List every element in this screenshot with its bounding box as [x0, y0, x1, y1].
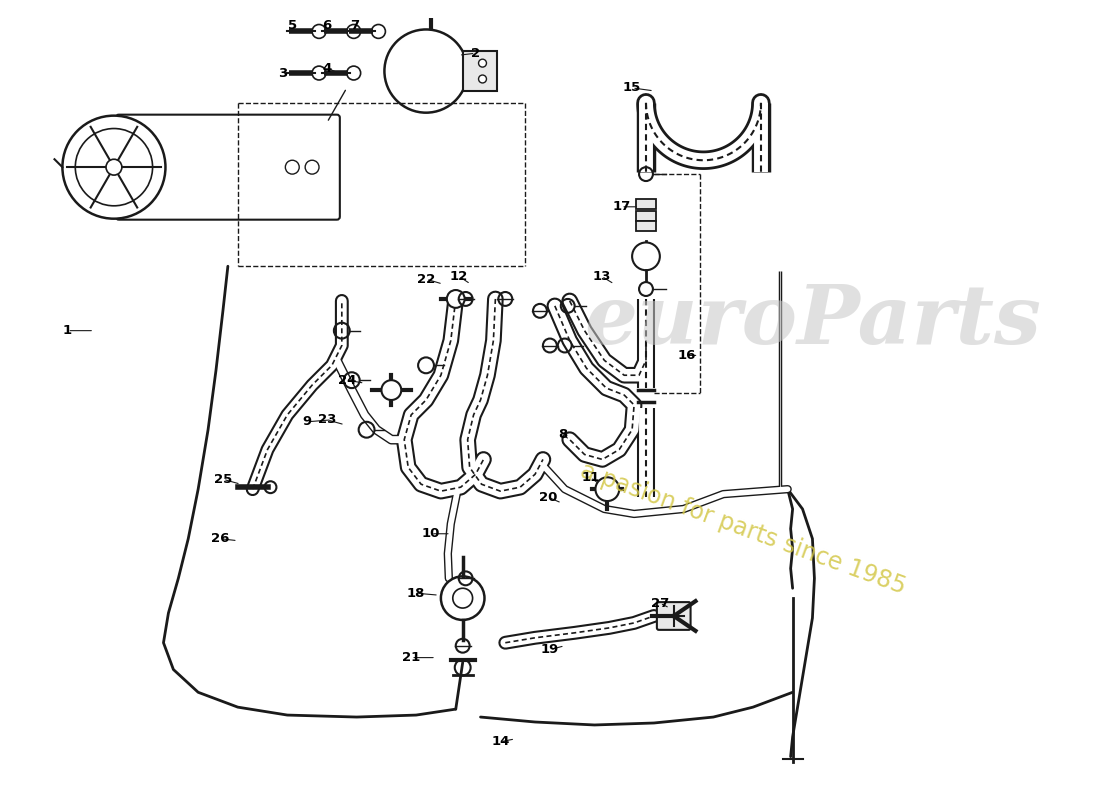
Circle shape [75, 129, 153, 206]
Text: 8: 8 [558, 428, 568, 441]
Text: 22: 22 [417, 273, 436, 286]
FancyBboxPatch shape [657, 602, 691, 630]
Text: 19: 19 [541, 643, 559, 656]
Text: 24: 24 [338, 374, 356, 386]
Text: 3: 3 [277, 66, 287, 79]
Circle shape [106, 159, 122, 175]
Text: 23: 23 [318, 414, 337, 426]
Circle shape [447, 290, 464, 308]
Circle shape [441, 576, 484, 620]
Polygon shape [463, 51, 497, 91]
Text: 9: 9 [302, 415, 311, 428]
Text: 27: 27 [651, 597, 669, 610]
Text: 2: 2 [471, 46, 480, 60]
Bar [636, 210, 656, 221]
Text: 13: 13 [592, 270, 611, 282]
Text: 15: 15 [623, 82, 641, 94]
Text: 7: 7 [350, 19, 360, 32]
Text: 5: 5 [288, 19, 297, 32]
Text: 14: 14 [492, 735, 509, 748]
FancyBboxPatch shape [116, 114, 340, 220]
Circle shape [63, 116, 165, 218]
Text: euroParts: euroParts [584, 281, 1041, 361]
Text: 21: 21 [402, 651, 420, 664]
Text: 1: 1 [63, 324, 72, 337]
Text: 6: 6 [322, 19, 331, 32]
Text: 10: 10 [421, 527, 440, 540]
Circle shape [478, 59, 486, 67]
Text: 11: 11 [582, 470, 600, 484]
Text: 18: 18 [407, 586, 426, 600]
Circle shape [632, 242, 660, 270]
Circle shape [478, 75, 486, 83]
Text: a pasion for parts since 1985: a pasion for parts since 1985 [578, 458, 910, 599]
Bar [636, 221, 656, 230]
Circle shape [595, 478, 619, 501]
Text: 25: 25 [213, 473, 232, 486]
Text: 17: 17 [612, 200, 630, 214]
Text: 4: 4 [322, 62, 331, 74]
Text: 12: 12 [450, 270, 468, 282]
Circle shape [382, 380, 402, 400]
Text: 16: 16 [678, 349, 696, 362]
Bar [636, 199, 656, 209]
Text: 20: 20 [539, 490, 557, 503]
Text: 26: 26 [211, 532, 229, 546]
